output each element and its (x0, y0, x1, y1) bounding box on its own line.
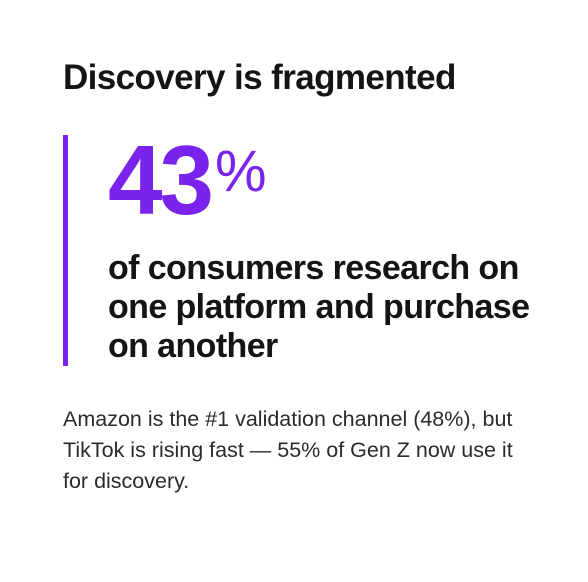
stat-caption: of consumers research on one platform an… (108, 249, 530, 365)
body-text: Amazon is the #1 validation channel (48%… (63, 407, 513, 493)
accent-bar (63, 135, 68, 366)
stat-value: 43% (108, 128, 267, 232)
card-title: Discovery is fragmented (63, 58, 456, 97)
stat-unit: % (215, 139, 267, 204)
stat-number: 43 (108, 125, 214, 235)
